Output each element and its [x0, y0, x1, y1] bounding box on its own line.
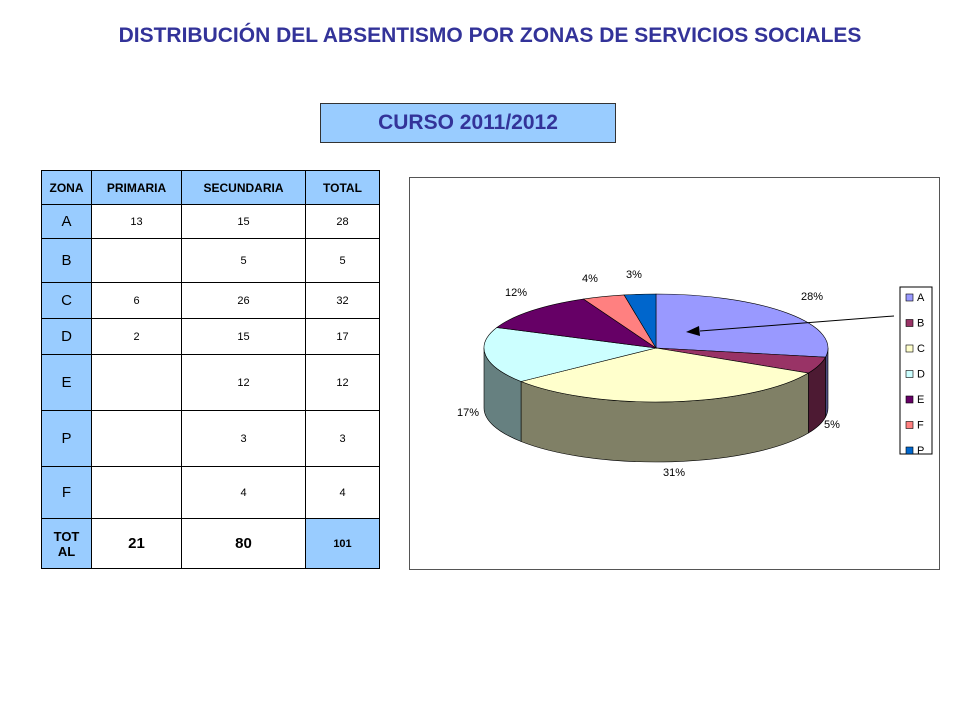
primaria-cell [91, 410, 182, 467]
header-secundaria: SECUNDARIA [181, 170, 306, 205]
pie-label-D: 17% [457, 407, 479, 419]
primaria-cell [91, 354, 182, 411]
secundaria-cell: 15 [181, 318, 306, 355]
total-cell: 5 [305, 238, 380, 283]
legend-label-D: D [917, 369, 925, 381]
secundaria-cell: 4 [181, 466, 306, 519]
legend-swatch-P [905, 446, 914, 455]
pie-label-C: 31% [663, 467, 685, 479]
secundaria-cell: 15 [181, 204, 306, 239]
pie-label-A: 28% [801, 291, 823, 303]
total-cell: 32 [305, 282, 380, 319]
zona-cell: P [41, 410, 92, 467]
legend-label-A: A [917, 292, 925, 304]
table-row: A 13 15 28 [41, 204, 380, 239]
legend-swatch-D [905, 370, 914, 378]
primaria-cell: 13 [91, 204, 182, 239]
pie-label-F: 4% [582, 273, 598, 285]
secundaria-cell: 3 [181, 410, 306, 467]
legend-swatch-E [905, 395, 914, 404]
table-row: D 2 15 17 [41, 318, 380, 355]
legend-swatch-F [905, 421, 914, 429]
secundaria-cell: 5 [181, 238, 306, 283]
legend-label-C: C [917, 343, 925, 355]
primaria-cell: 6 [91, 282, 182, 319]
pie-chart: 28% 5% 31% 17% 12% 4% 3% A B C D E F P [457, 269, 933, 479]
total-cell: 12 [305, 354, 380, 411]
total-primaria-cell: 21 [91, 518, 182, 569]
table-row: E 12 12 [41, 354, 380, 411]
zona-cell: A [41, 204, 92, 239]
pie-slice-A [655, 293, 829, 358]
pie-slice-P [623, 293, 657, 350]
primaria-cell [91, 466, 182, 519]
primaria-cell: 2 [91, 318, 182, 355]
grand-total-cell: 101 [305, 518, 380, 569]
total-secundaria-cell: 80 [181, 518, 306, 569]
arrow-head [686, 326, 700, 336]
zona-cell: C [41, 282, 92, 319]
course-label: CURSO 2011/2012 [320, 103, 616, 143]
total-cell: 4 [305, 466, 380, 519]
header-total: TOTAL [305, 170, 380, 205]
legend-swatch-A [905, 293, 914, 302]
pie-slice-D [483, 327, 657, 382]
pie-side-A [825, 347, 829, 418]
zona-cell: B [41, 238, 92, 283]
total-row-label: TOTAL [53, 528, 80, 559]
pie-label-B: 5% [824, 419, 840, 431]
pie-slice-E [496, 298, 657, 349]
header-zona: ZONA [41, 170, 92, 205]
secundaria-cell: 12 [181, 354, 306, 411]
total-cell: 17 [305, 318, 380, 355]
legend-label-B: B [917, 318, 924, 330]
header-primaria: PRIMARIA [91, 170, 182, 205]
legend-label-E: E [917, 394, 924, 406]
arrow-line [699, 315, 895, 332]
table-row: F 4 4 [41, 466, 380, 519]
secundaria-cell: 26 [181, 282, 306, 319]
zona-cell: D [41, 318, 92, 355]
total-zona-cell: TOTAL [41, 518, 92, 569]
pie-label-P: 3% [626, 269, 642, 281]
pie-slice-C [520, 347, 810, 403]
total-cell: 28 [305, 204, 380, 239]
legend-swatch-C [905, 344, 914, 353]
legend-swatch-B [905, 319, 914, 327]
table-row: C 6 26 32 [41, 282, 380, 319]
total-cell: 3 [305, 410, 380, 467]
zona-cell: E [41, 354, 92, 411]
pie-chart-frame: 28% 5% 31% 17% 12% 4% 3% A B C D E F P [409, 177, 940, 570]
zona-cell: F [41, 466, 92, 519]
page-title: DISTRIBUCIÓN DEL ABSENTISMO POR ZONAS DE… [118, 24, 862, 47]
table-header-row: ZONA PRIMARIA SECUNDARIA TOTAL [41, 170, 380, 205]
absentismo-table: ZONA PRIMARIA SECUNDARIA TOTAL A 13 15 2… [41, 170, 380, 569]
primaria-cell [91, 238, 182, 283]
legend-box [899, 286, 933, 455]
pie-label-E: 12% [505, 287, 527, 299]
legend-label-F: F [917, 420, 924, 432]
legend-label-P: P [917, 445, 924, 457]
table-row: B 5 5 [41, 238, 380, 283]
total-row: TOTAL 21 80 101 [41, 518, 380, 569]
table-row: P 3 3 [41, 410, 380, 467]
